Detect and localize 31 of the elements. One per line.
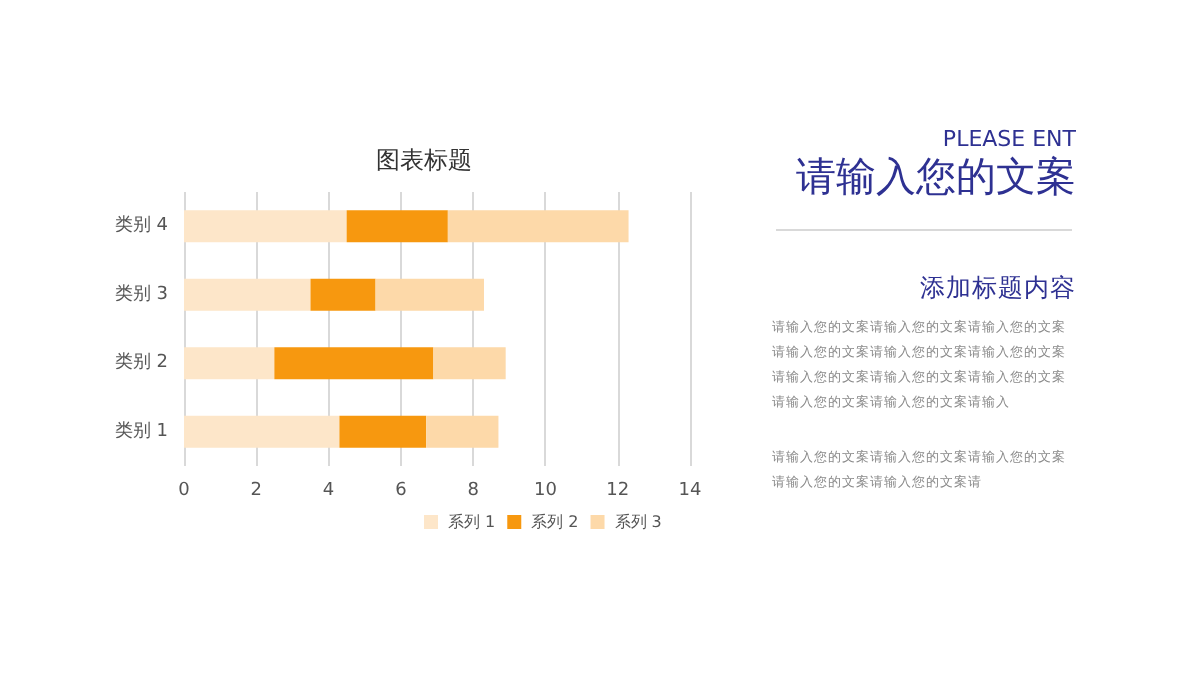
x-tick-label: 14 (678, 481, 702, 501)
bar (184, 278, 311, 311)
x-tick-label: 0 (178, 481, 191, 501)
text: 请输入您的文案 (796, 152, 1076, 200)
legend-label: 系列 1 (448, 513, 496, 531)
bar (447, 210, 629, 243)
bar (184, 415, 340, 448)
bar (310, 278, 376, 311)
bar (184, 210, 347, 243)
x-tick-label: 4 (322, 481, 335, 501)
bar (184, 347, 275, 380)
x-tick-label: 6 (395, 481, 408, 501)
x-tick-label: 8 (467, 481, 480, 501)
y-tick-label: 类别 2 (114, 351, 168, 374)
legend-label: 系列 2 (531, 513, 579, 531)
x-tick-label: 12 (606, 481, 630, 501)
text: PLEASE ENT (942, 126, 1077, 152)
y-tick-label: 类别 1 (114, 419, 168, 442)
x-tick-label: 10 (533, 481, 558, 501)
bar (426, 415, 499, 448)
bar (274, 347, 434, 380)
bar (346, 210, 448, 243)
bar (375, 278, 484, 311)
legend-label: 系列 3 (614, 513, 662, 531)
chart-title: 图表标题 (376, 146, 472, 174)
bar (339, 415, 427, 448)
text: 添加标题内容 (920, 272, 1076, 302)
bar (433, 347, 506, 380)
x-tick-label: 2 (250, 481, 263, 501)
y-tick-label: 类别 3 (114, 282, 168, 305)
y-tick-label: 类别 4 (114, 214, 169, 237)
